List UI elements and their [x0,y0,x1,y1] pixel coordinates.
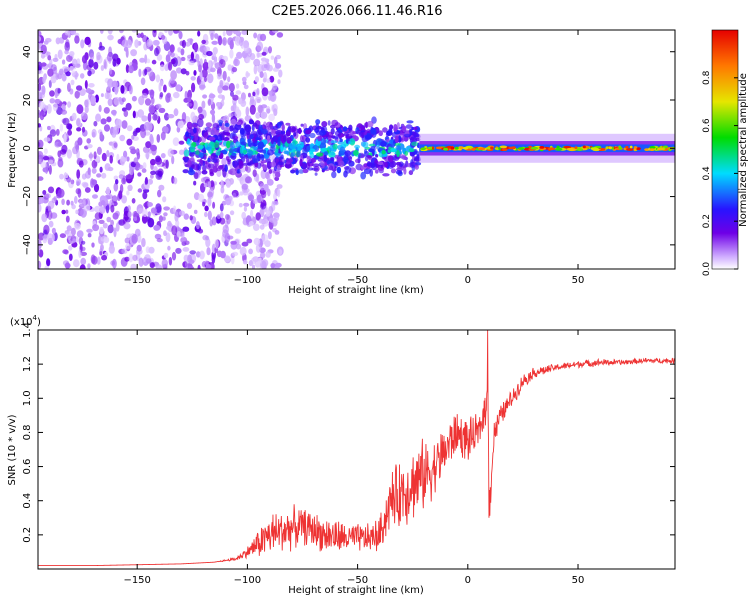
region-coherent-head-echo [419,133,675,163]
spec-ytick-label-4: 40 [22,45,33,58]
snr-ytick-label-2: 0.6 [22,459,33,475]
spec-ytick-label-2: 0 [22,145,33,151]
spec-ytick-label-0: −40 [22,234,33,255]
colorbar-tick-label-1: 0.2 [702,214,712,228]
spec-xtick-label-4: 50 [572,275,585,286]
region-broadband-noise [38,30,284,269]
snr-ytick-label-4: 1.0 [22,390,33,406]
spec-xtick-label-2: −50 [347,275,368,286]
colorbar-tick-label-0: 0.0 [702,262,712,277]
snr-panel: −150 −100 −50 0 50 0.2 0.4 0.6 0.8 1.0 1.2 1.4 (x10… [7,314,676,596]
snr-frame [37,329,676,570]
snr-multiplier: (x104) [10,314,41,328]
snr-xtick-label-3: 0 [465,575,471,586]
snr-plot [38,330,675,567]
spectrogram-plot [38,30,675,269]
colorbar-tick-label-2: 0.4 [702,166,712,181]
spec-ytick-label-3: 20 [22,94,33,107]
snr-xtick-label-2: −50 [347,575,368,586]
snr-ytick-label-1: 0.4 [22,493,33,509]
region-fragmented-trail-echo [182,116,422,180]
spec-xtick-label-1: −100 [234,275,261,286]
spectrogram-axes: −150 −100 −50 0 50 −40 −20 0 20 40 [22,30,675,286]
spectrogram-image [38,30,675,269]
snr-ytick-label-5: 1.2 [22,356,33,372]
colorbar-scale [711,29,739,270]
spec-xtick-label-3: 0 [465,275,471,286]
colorbar-tick-label-4: 0.8 [702,70,712,85]
colorbar-tick-label-3: 0.6 [702,118,712,133]
colorbar-ticks: 0.0 0.2 0.4 0.6 0.8 [702,70,738,276]
snr-line [38,330,675,567]
spectrogram-xlabel: Height of straight line (km) [288,285,424,296]
snr-xtick-label-0: −150 [123,575,150,586]
spectrogram-frame [37,29,676,270]
snr-ylabel: SNR (10 * v/v) [7,414,18,485]
snr-ytick-label-0: 0.2 [22,527,33,543]
chart-title: C2E5.2026.066.11.46.R16 [271,4,442,19]
spectrogram-ylabel: Frequency (Hz) [7,112,18,188]
colorbar: 0.0 0.2 0.4 0.6 0.8 Normalized spectral ampl… [702,29,749,276]
snr-xlabel: Height of straight line (km) [288,585,424,596]
snr-axes: −150 −100 −50 0 50 0.2 0.4 0.6 0.8 1.0 1.2 1.4 [22,322,675,586]
snr-ytick-label-3: 0.8 [22,424,33,440]
spectrogram-panel: −150 −100 −50 0 50 −40 −20 0 20 40 Height of stra… [7,29,676,296]
snr-xtick-label-1: −100 [234,575,261,586]
snr-xtick-label-4: 50 [572,575,585,586]
spec-ytick-label-1: −20 [22,186,33,207]
colorbar-label: Normalized spectral amplitude [738,73,749,227]
snr-ytick-label-6: 1.4 [22,322,33,338]
spec-xtick-label-0: −150 [123,275,150,286]
